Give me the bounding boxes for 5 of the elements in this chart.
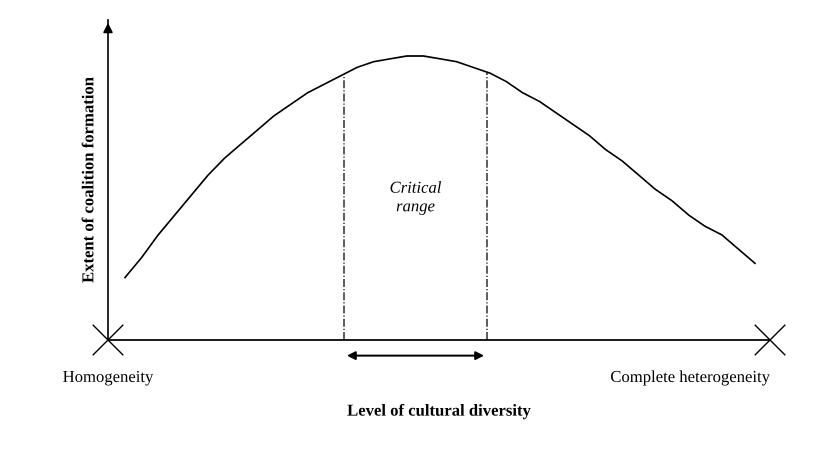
annotation: Critical range	[390, 181, 442, 215]
text: Complete heterogeneity	[611, 370, 770, 386]
x-axis-title: Level of cultural diversity	[347, 404, 531, 420]
text: Homogeneity	[63, 370, 154, 386]
y-axis-title: Extent of coalition formation	[82, 77, 94, 283]
